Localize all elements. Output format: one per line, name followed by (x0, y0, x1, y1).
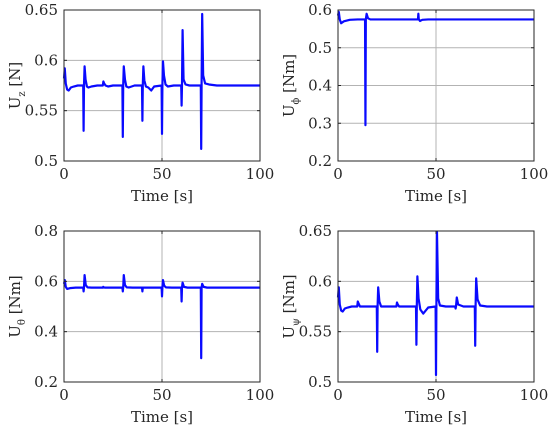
y-tick-label: 0.6 (308, 1, 332, 19)
y-tick-label: 0.6 (34, 51, 58, 69)
x-tick-label: 50 (426, 386, 445, 404)
x-axis-label: Time [s] (405, 187, 467, 205)
y-tick-label: 0.55 (299, 323, 332, 341)
y-tick-label: 0.65 (299, 222, 332, 240)
y-tick-label: 0.4 (308, 77, 332, 95)
y-axis-label: Uθ [Nm] (6, 275, 28, 338)
x-tick-label: 100 (246, 386, 275, 404)
x-tick-label: 100 (520, 386, 549, 404)
y-axis-label: Uϕ [Nm] (280, 54, 302, 117)
series-line (62, 12, 260, 151)
y-axis-label-subscript: z (17, 91, 28, 96)
x-tick-label: 50 (426, 165, 445, 183)
x-axis-label: Time [s] (131, 408, 193, 426)
y-tick-label: 0.3 (308, 114, 332, 132)
y-axis-label-subscript: ϕ (291, 98, 302, 105)
series-line (336, 230, 534, 377)
y-axis-label-symbol: U (6, 325, 24, 338)
series-line (336, 10, 534, 127)
x-tick-label: 0 (59, 386, 69, 404)
y-tick-label: 0.8 (34, 222, 58, 240)
y-axis-label-subscript: ψ (291, 318, 302, 326)
series-line (62, 273, 260, 360)
y-tick-label: 0.5 (34, 152, 58, 170)
x-axis-label: Time [s] (405, 408, 467, 426)
chart-panel-2: 0 50 100 0.2 0.3 0.4 0.5 0.6 Time [s] Uϕ [Nm] (280, 1, 548, 205)
y-axis-label: Uψ [Nm] (280, 274, 302, 338)
y-tick-label: 0.2 (308, 152, 332, 170)
y-axis-label-symbol: U (280, 326, 298, 339)
chart-panel-4: 0 50 100 0.5 0.55 0.6 0.65 Time [s] Uψ [Nm] (280, 222, 548, 426)
y-axis-label-symbol: U (280, 105, 298, 118)
y-tick-label: 0.5 (308, 39, 332, 57)
y-axis-label-subscript: θ (17, 319, 28, 325)
y-axis-label: Uz [N] (6, 62, 28, 110)
y-tick-label: 0.65 (25, 1, 58, 19)
y-tick-label: 0.4 (34, 323, 58, 341)
x-tick-label: 50 (152, 386, 171, 404)
y-axis-label-unit: [Nm] (280, 274, 298, 318)
x-tick-label: 50 (152, 165, 171, 183)
x-tick-label: 0 (333, 165, 343, 183)
y-tick-label: 0.6 (308, 272, 332, 290)
chart-panel-1: 0 50 100 0.5 0.55 0.6 0.65 Time [s] Uz [N] (6, 1, 274, 205)
y-tick-label: 0.5 (308, 373, 332, 391)
y-axis-label-unit: [Nm] (280, 54, 298, 98)
y-tick-label: 0.2 (34, 373, 58, 391)
y-axis-label-unit: [Nm] (6, 275, 24, 319)
x-axis-label: Time [s] (131, 187, 193, 205)
chart-panel-3: 0 50 100 0.2 0.4 0.6 0.8 Time [s] Uθ [Nm] (6, 222, 274, 426)
y-tick-label: 0.6 (34, 272, 58, 290)
y-tick-label: 0.55 (25, 102, 58, 120)
y-axis-label-unit: [N] (6, 62, 24, 92)
x-tick-label: 100 (520, 165, 549, 183)
x-tick-label: 0 (59, 165, 69, 183)
x-tick-label: 0 (333, 386, 343, 404)
x-tick-label: 100 (246, 165, 275, 183)
y-axis-label-symbol: U (6, 97, 24, 110)
